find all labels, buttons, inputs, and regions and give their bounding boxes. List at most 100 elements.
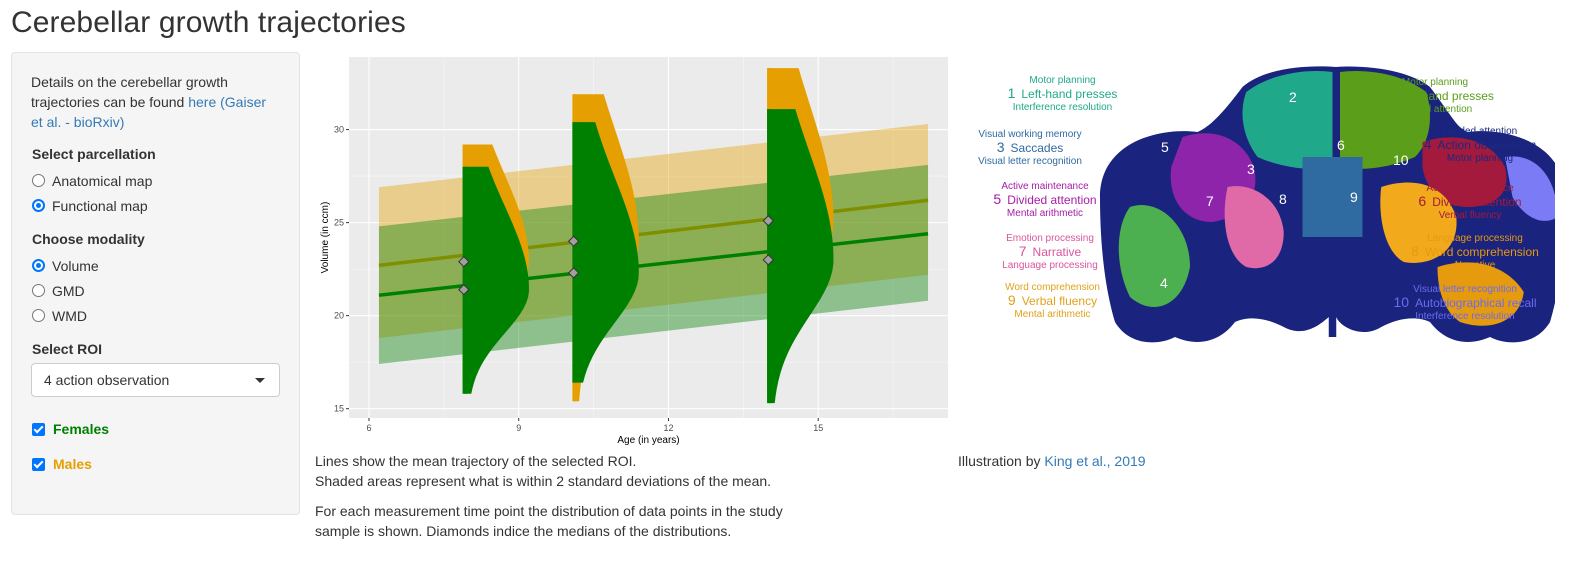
label-top: Visual letter recognition — [1413, 284, 1517, 295]
label-main: Narrative — [1032, 245, 1082, 259]
y-tick-label: 30 — [334, 125, 344, 135]
caption-line: sample is shown. Diamonds indice the med… — [315, 523, 732, 539]
region-number: 8 — [1279, 191, 1287, 207]
radio-label: Anatomical map — [52, 172, 153, 189]
label-bottom: Visual letter recognition — [978, 156, 1082, 167]
label-num: 4 — [1423, 136, 1432, 152]
flatmap-region-numbers: 1 2 3 4 5 6 7 8 9 10 — [1160, 87, 1409, 291]
x-tick-label: 9 — [516, 423, 521, 433]
label-9: Word comprehension 9 Verbal fluency Menta… — [980, 281, 1125, 321]
label-num: 1 — [1007, 85, 1016, 101]
radio-volume[interactable]: Volume — [32, 253, 280, 278]
label-main: Verbal fluency — [1021, 294, 1098, 308]
label-8: Language processing 8 Word comprehension … — [1395, 232, 1555, 272]
label-1: Motor planning 1 Left-hand presses Interf… — [985, 74, 1140, 114]
violin — [573, 122, 639, 383]
chart-svg: 6 9 12 15 15 20 25 30 Age (in years) Volume (in c… — [320, 57, 948, 446]
credit-link[interactable]: King et al., 2019 — [1044, 453, 1146, 469]
label-7: Emotion processing 7 Narrative Language p… — [975, 232, 1125, 272]
label-3: Visual working memory 3 Saccades Visual l… — [955, 128, 1105, 168]
radio-gmd[interactable]: GMD — [32, 278, 280, 303]
label-num: 3 — [996, 139, 1005, 155]
label-top: Language processing — [1427, 233, 1523, 244]
region-number: 10 — [1393, 152, 1409, 168]
credit-text: Illustration by — [958, 453, 1045, 469]
median-diamond — [762, 254, 775, 266]
label-bottom: Mental arithmetic — [1014, 309, 1091, 320]
paper-link[interactable]: here (Gaiser et al. - bioRxiv) — [31, 94, 267, 130]
label-top: Divided attention — [1442, 126, 1518, 137]
radio-button[interactable] — [32, 284, 45, 297]
chart-caption-1: Lines show the mean trajectory of the se… — [315, 451, 771, 491]
radio-button-selected[interactable] — [32, 199, 45, 212]
radio-button[interactable] — [32, 309, 45, 322]
region-number: 3 — [1247, 161, 1255, 177]
region-10 — [1505, 156, 1558, 221]
label-num: 10 — [1393, 294, 1410, 310]
intro-text: Details on the cerebellar growth traject… — [31, 72, 280, 132]
caret-down-icon — [255, 378, 265, 383]
radio-label: WMD — [52, 307, 87, 324]
checkbox-females[interactable]: Females — [32, 419, 280, 439]
median-diamond — [762, 215, 775, 227]
roi-select[interactable]: 4 action observation — [31, 363, 280, 397]
checkbox-males[interactable]: Males — [32, 454, 280, 474]
region-number: 2 — [1289, 89, 1297, 105]
label-bottom: Divided attention — [1397, 104, 1473, 115]
x-tick-label: 6 — [366, 423, 371, 433]
radio-label: Volume — [52, 257, 99, 274]
region-number: 9 — [1350, 189, 1358, 205]
median-diamond — [458, 283, 470, 296]
label-num: 8 — [1411, 243, 1419, 259]
radio-button-selected[interactable] — [32, 259, 45, 272]
label-bottom: Narrative — [1454, 260, 1496, 271]
modality-group: Choose modality Volume GMD WMD — [31, 231, 280, 328]
label-top: Active maintenance — [1001, 181, 1089, 192]
radio-functional-map[interactable]: Functional map — [32, 193, 280, 218]
sidebar-panel: Details on the cerebellar growth traject… — [11, 52, 300, 515]
label-main: Word comprehension — [1424, 245, 1539, 259]
radio-wmd[interactable]: WMD — [32, 303, 280, 328]
y-axis-label: Volume (in ccm) — [320, 202, 331, 274]
label-top: Visual working memory — [978, 129, 1082, 140]
chart-caption-2: For each measurement time point the dist… — [315, 501, 783, 541]
y-tick-label: 20 — [334, 311, 344, 321]
label-4: Divided attention 4 Action observation Mo… — [1405, 125, 1555, 165]
x-axis-label: Age (in years) — [617, 435, 679, 446]
caption-line: For each measurement time point the dist… — [315, 503, 783, 519]
label-top: Motor planning — [1401, 77, 1469, 88]
roi-label: Select ROI — [32, 341, 103, 357]
flatmap-regions — [1118, 71, 1558, 326]
illustration-credit: Illustration by King et al., 2019 — [958, 451, 1146, 471]
label-main: Saccades — [1010, 141, 1064, 155]
cerebellum-illustration: 1 2 3 4 5 6 7 8 9 10 Motor planning 1 Lef… — [955, 52, 1565, 352]
median-diamond — [567, 235, 580, 247]
region-number: 5 — [1161, 139, 1169, 155]
label-top: Word comprehension — [1005, 282, 1100, 293]
violin — [768, 109, 834, 404]
plot-panel — [349, 57, 948, 418]
y-tick-label: 15 — [334, 404, 344, 414]
label-num: 6 — [1418, 193, 1427, 209]
region-number: 7 — [1206, 193, 1214, 209]
radio-anatomical-map[interactable]: Anatomical map — [32, 168, 280, 193]
parcellation-label: Select parcellation — [32, 146, 156, 162]
violin — [463, 166, 529, 394]
radio-button[interactable] — [32, 174, 45, 187]
checkbox-checked[interactable] — [32, 457, 45, 471]
label-main: Divided attention — [1432, 195, 1522, 209]
region-2 — [1340, 71, 1430, 169]
label-num: 2 — [1376, 87, 1384, 103]
radio-label: GMD — [52, 282, 85, 299]
label-bottom: Motor planning — [1446, 153, 1514, 164]
label-bottom: Verbal fluency — [1438, 210, 1502, 221]
caption-line: Shaded areas represent what is within 2 … — [315, 473, 772, 489]
region-3 — [1302, 157, 1363, 237]
trajectory-chart: 6 9 12 15 15 20 25 30 Age (in years) Volume (in c… — [312, 52, 952, 450]
checkbox-label: Males — [53, 456, 92, 472]
region-1 — [1242, 71, 1333, 169]
region-number: 1 — [1217, 87, 1225, 103]
checkbox-checked[interactable] — [32, 422, 45, 436]
intro-text-body: Details on the cerebellar growth traject… — [31, 74, 228, 110]
label-2: Motor planning 2 Right-hand presses Divid… — [1355, 76, 1515, 116]
